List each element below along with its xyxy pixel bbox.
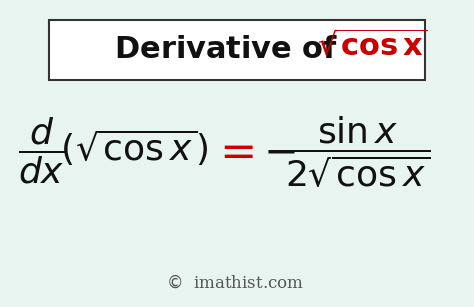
Text: $\sqrt{\mathbf{cos\,x}}$: $\sqrt{\mathbf{cos\,x}}$	[317, 32, 428, 64]
Text: $\dfrac{d}{dx}\!\left(\sqrt{\cos x}\right)$: $\dfrac{d}{dx}\!\left(\sqrt{\cos x}\righ…	[18, 115, 208, 186]
FancyBboxPatch shape	[48, 20, 426, 80]
Text: $\mathbf{Derivative\ of}$: $\mathbf{Derivative\ of}$	[115, 34, 338, 65]
Text: $-$: $-$	[263, 131, 295, 173]
Text: $\copyright$  imathist.com: $\copyright$ imathist.com	[165, 274, 304, 292]
Text: $=$: $=$	[210, 130, 254, 173]
Text: $\dfrac{\sin x}{2\sqrt{\cos x}}$: $\dfrac{\sin x}{2\sqrt{\cos x}}$	[284, 115, 430, 189]
